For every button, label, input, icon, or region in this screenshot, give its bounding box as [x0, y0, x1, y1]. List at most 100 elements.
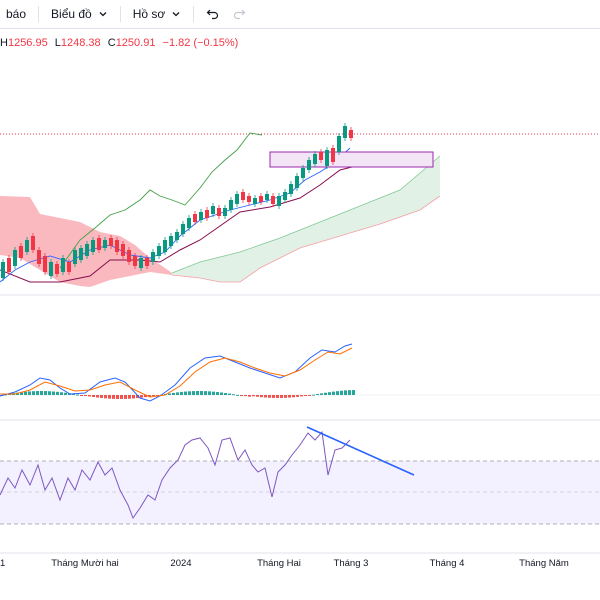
macd-histogram-bar: [208, 391, 211, 395]
candle-body: [199, 212, 203, 220]
macd-histogram-bar: [260, 395, 263, 398]
time-axis-label: 2024: [170, 558, 192, 569]
macd-histogram-bar: [308, 395, 311, 396]
candle-body: [283, 192, 287, 200]
macd-histogram-bar: [336, 391, 339, 395]
candle-body: [193, 214, 197, 222]
macd-histogram-bar: [272, 395, 275, 398]
rsi-trendline[interactable]: [306, 426, 415, 476]
candle-body: [67, 262, 71, 272]
macd-histogram-bar: [80, 395, 83, 396]
candle-body: [163, 240, 167, 252]
macd-histogram-bar: [168, 393, 171, 395]
kijun-sen-line: [0, 166, 353, 283]
macd-histogram-bar: [140, 395, 143, 398]
chart-menu-button[interactable]: Biểu đồ: [45, 0, 114, 28]
candle-body: [253, 198, 257, 204]
candle-body: [1, 262, 5, 278]
macd-histogram-bar: [184, 391, 187, 395]
macd-histogram-bar: [36, 391, 39, 395]
macd-histogram-bar: [60, 392, 63, 395]
candle-body: [181, 224, 185, 234]
candle-body: [217, 208, 221, 216]
candle-body: [151, 252, 155, 262]
low-value: 1248.38: [60, 37, 101, 49]
candle-body: [139, 258, 143, 268]
macd-histogram-bar: [316, 393, 319, 395]
highlight-box[interactable]: [269, 151, 434, 168]
macd-histogram-bar: [52, 391, 55, 395]
macd-histogram-bar: [64, 392, 67, 395]
macd-histogram-bar: [292, 395, 295, 398]
candle-body: [259, 196, 263, 202]
candle-body: [121, 244, 125, 256]
macd-histogram-bar: [196, 391, 199, 395]
macd-histogram-bar: [144, 395, 147, 398]
candle-body: [277, 196, 281, 206]
change-value: −1.82 (−0.15%): [162, 37, 239, 49]
macd-histogram: [0, 390, 355, 399]
undo-button[interactable]: [200, 0, 226, 28]
rsi-band: [0, 461, 600, 524]
macd-histogram-bar: [232, 394, 235, 396]
signal-line: [0, 347, 353, 398]
candle-body: [337, 136, 341, 152]
candle-body: [319, 152, 323, 160]
macd-histogram-bar: [264, 395, 267, 398]
macd-histogram-bar: [96, 395, 99, 398]
candle-body: [7, 258, 11, 272]
macd-histogram-bar: [24, 391, 27, 395]
candle-body: [295, 176, 299, 188]
time-axis-label: 1: [0, 558, 6, 569]
redo-icon: [234, 9, 246, 20]
candle-body: [109, 238, 113, 246]
macd-histogram-bar: [320, 393, 323, 395]
macd-histogram-bar: [224, 393, 227, 395]
ichimoku-cloud-edge: [171, 195, 441, 283]
macd-histogram-bar: [116, 395, 119, 399]
candle-body: [133, 256, 137, 266]
macd-histogram-bar: [240, 395, 243, 396]
toolbar-item-label: báo: [6, 7, 27, 21]
macd-histogram-bar: [300, 395, 303, 397]
macd-histogram-bar: [204, 391, 207, 395]
candle-body: [49, 262, 53, 276]
macd-histogram-bar: [128, 395, 131, 399]
macd-histogram-bar: [148, 395, 151, 397]
chevron-down-icon: [99, 12, 107, 17]
macd-histogram-bar: [200, 391, 203, 395]
macd-histogram-bar: [280, 395, 283, 398]
tenkan-sen-line: [0, 147, 351, 283]
candle-body: [37, 250, 41, 264]
candle-body: [289, 184, 293, 194]
candle-body: [307, 160, 311, 170]
ichimoku-cloud-green: [172, 156, 440, 282]
candle-body: [25, 240, 29, 252]
macd-histogram-bar: [76, 394, 79, 396]
macd-histogram-bar: [236, 394, 239, 396]
candle-body: [175, 232, 179, 240]
redo-button[interactable]: [226, 0, 252, 28]
time-axis-label: Tháng 3: [333, 558, 369, 569]
macd-histogram-bar: [152, 395, 155, 396]
close-value: 1250.91: [115, 37, 156, 49]
macd-histogram-bar: [248, 395, 251, 397]
profile-menu-button[interactable]: Hồ sơ: [127, 0, 188, 28]
macd-histogram-bar: [216, 392, 219, 395]
candle-body: [271, 196, 275, 204]
toolbar-divider: [38, 6, 40, 22]
candle-body: [79, 248, 83, 260]
macd-histogram-bar: [72, 393, 75, 395]
time-axis: 1 Tháng Mười hai 2024 Tháng Hai Tháng 3 …: [0, 556, 600, 576]
rsi-pane: [0, 426, 600, 525]
macd-histogram-bar: [296, 395, 299, 397]
macd-histogram-bar: [332, 391, 335, 395]
candlestick-series: [1, 123, 353, 281]
toolbar-item-partial[interactable]: báo: [0, 0, 32, 28]
macd-histogram-bar: [284, 395, 287, 398]
macd-histogram-bar: [20, 392, 23, 395]
macd-histogram-bar: [176, 392, 179, 395]
macd-histogram-bar: [256, 395, 259, 397]
candle-body: [235, 194, 239, 204]
